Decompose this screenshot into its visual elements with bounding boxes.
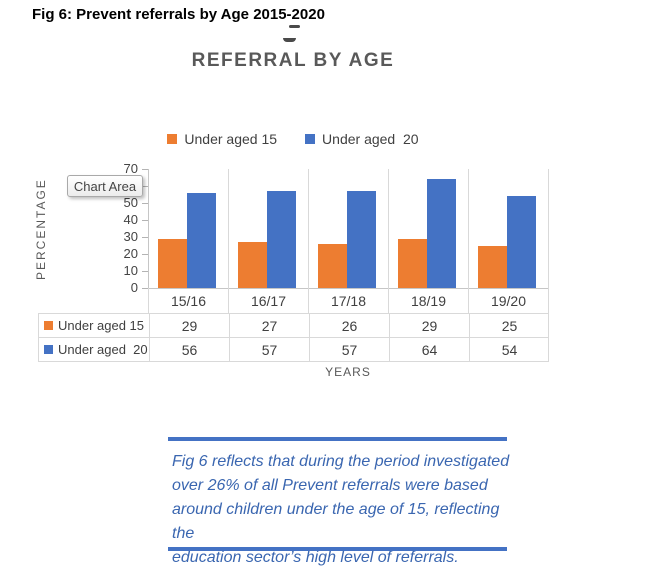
table-value-cell: 29 — [389, 314, 469, 337]
y-axis-line — [148, 169, 149, 288]
cropped-text-artifact — [283, 38, 296, 42]
gridline — [388, 169, 389, 288]
gridline — [548, 169, 549, 288]
y-axis-tick-label: 30 — [123, 229, 138, 244]
table-value-cell: 27 — [229, 314, 309, 337]
x-axis-label-cell: 19/20 — [469, 288, 549, 313]
chart-bar[interactable] — [158, 238, 187, 288]
table-legend-cell: Under aged 20 — [39, 338, 149, 361]
note-line: Fig 6 reflects that during the period in… — [172, 453, 510, 470]
table-value-cell: 25 — [469, 314, 549, 337]
x-axis-label-cell: 18/19 — [389, 288, 469, 313]
chart-bar[interactable] — [267, 191, 296, 288]
legend-item-under-20[interactable]: Under aged 20 — [305, 131, 419, 147]
table-value-cell: 29 — [149, 314, 229, 337]
y-axis-tick-label: 0 — [130, 280, 138, 295]
x-axis-title: YEARS — [325, 365, 371, 379]
note-accent-bottom — [168, 547, 507, 551]
chart-bar[interactable] — [398, 238, 427, 288]
table-legend-cell: Under aged 15 — [39, 314, 149, 337]
chart-area-tooltip: Chart Area — [67, 175, 143, 197]
x-axis-label-cell: 16/17 — [229, 288, 309, 313]
chart-legend: Under aged 15 Under aged 20 — [38, 131, 548, 147]
y-axis-tick — [142, 237, 148, 238]
y-axis-title: PERCENTAGE — [34, 178, 48, 280]
legend-label: Under aged 15 — [184, 131, 278, 147]
chart-bar[interactable] — [318, 243, 347, 288]
table-row: Under aged 15 29 27 26 29 25 — [39, 314, 548, 338]
x-axis-label-cell: 17/18 — [309, 288, 389, 313]
y-axis-tick — [142, 203, 148, 204]
table-value-cell: 57 — [229, 338, 309, 361]
chart-bar[interactable] — [478, 245, 507, 288]
y-axis-tick — [142, 288, 148, 289]
y-axis-tick-label: 20 — [123, 246, 138, 261]
gridline — [228, 169, 229, 288]
chart-bar[interactable] — [187, 192, 216, 288]
table-value-cell: 64 — [389, 338, 469, 361]
legend-item-under-15[interactable]: Under aged 15 — [167, 131, 277, 147]
chart-bar[interactable] — [238, 242, 267, 288]
chart-bar[interactable] — [507, 196, 536, 288]
legend-swatch-icon — [167, 134, 178, 144]
table-value-cell: 56 — [149, 338, 229, 361]
table-row: Under aged 20 56 57 57 64 54 — [39, 338, 548, 361]
y-axis-tick — [142, 271, 148, 272]
table-value-cell: 57 — [309, 338, 389, 361]
gridline — [308, 169, 309, 288]
y-axis-tick-label: 40 — [123, 212, 138, 227]
y-axis-tick — [142, 186, 148, 187]
chart-data-table: Under aged 15 29 27 26 29 25 Under aged 20 56 57… — [38, 313, 549, 362]
table-legend-swatch-icon — [44, 345, 53, 354]
note-text: Fig 6 reflects that during the period in… — [172, 450, 517, 569]
legend-swatch-icon — [305, 134, 316, 144]
y-axis-tick — [142, 254, 148, 255]
table-value-cell: 54 — [469, 338, 549, 361]
table-series-label: Under aged 20 — [58, 342, 148, 357]
figure-heading: Fig 6: Prevent referrals by Age 2015-202… — [32, 6, 325, 23]
table-legend-swatch-icon — [44, 321, 53, 330]
x-axis-label-row: 15/16 16/17 17/18 18/19 19/20 — [148, 288, 549, 313]
chart-bar[interactable] — [427, 179, 456, 288]
y-axis-tick-label: 70 — [123, 161, 138, 176]
note-accent-top — [168, 437, 507, 441]
table-series-label: Under aged 15 — [58, 318, 145, 333]
y-axis-tick — [142, 220, 148, 221]
legend-label: Under aged 20 — [322, 131, 419, 147]
note-line: education sector’s high level of referra… — [172, 549, 459, 566]
gridline — [468, 169, 469, 288]
note-line: over 26% of all Prevent referrals were b… — [172, 477, 488, 494]
x-axis-line — [142, 288, 548, 289]
table-value-cell: 26 — [309, 314, 389, 337]
y-axis-tick — [142, 169, 148, 170]
cropped-text-artifact — [289, 25, 300, 28]
x-axis-label-cell: 15/16 — [149, 288, 229, 313]
note-line: around children under the age of 15, ref… — [172, 501, 500, 542]
y-axis-tick-label: 50 — [123, 195, 138, 210]
chart-bar[interactable] — [347, 191, 376, 288]
y-axis-tick-label: 10 — [123, 263, 138, 278]
chart-title: REFERRAL BY AGE — [191, 50, 395, 71]
